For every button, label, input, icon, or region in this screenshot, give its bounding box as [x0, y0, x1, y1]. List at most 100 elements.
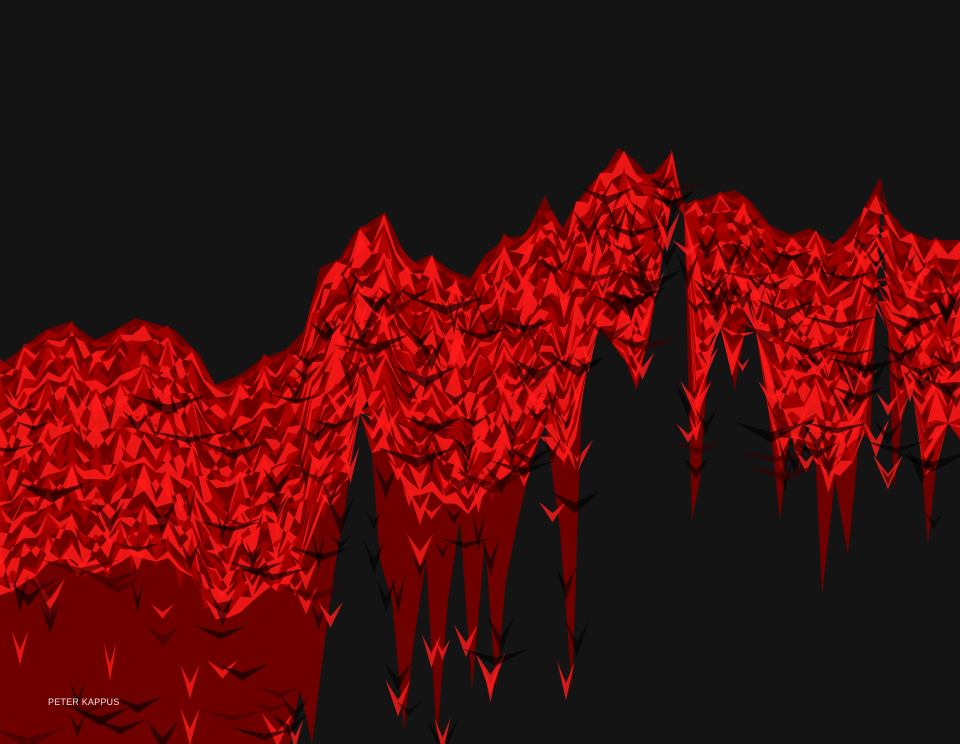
chevron-streak: [729, 265, 756, 293]
chevron-streak: [559, 414, 573, 429]
chevron-streak: [95, 501, 125, 534]
fold-shadow: [440, 469, 480, 492]
fold-shadow: [636, 183, 714, 192]
chevron-streak: [450, 434, 482, 456]
chevron-streak: [522, 379, 553, 416]
fold-shadow: [0, 443, 39, 453]
chevron-streak: [796, 295, 816, 319]
chevron-streak: [103, 398, 117, 430]
chevron-streak: [326, 497, 355, 535]
chevron-streak: [880, 467, 896, 485]
fold-shadow: [888, 311, 947, 328]
fold-shadow: [23, 578, 62, 591]
fold-shadow: [94, 719, 146, 735]
fold-shadow: [11, 584, 46, 607]
chevron-streak: [595, 267, 610, 290]
chevron-streak: [284, 379, 306, 400]
fold-shadow: [339, 334, 410, 355]
fold-shadow: [252, 702, 289, 713]
artist-credit: PETER KAPPUS: [48, 697, 120, 707]
fold-shadow: [378, 286, 408, 306]
chevron-streak: [304, 428, 333, 453]
chevron-streak: [862, 419, 890, 458]
chevron-streak: [390, 573, 406, 616]
chevron-streak: [714, 238, 743, 278]
chevron-streak: [411, 553, 429, 578]
fold-shadow: [81, 569, 141, 588]
fold-shadow: [490, 460, 556, 476]
chevron-streak: [441, 328, 467, 369]
chevron-streak: [630, 352, 655, 380]
chevron-streak: [4, 401, 36, 417]
chevron-streak: [873, 419, 903, 445]
chevron-streak: [492, 366, 510, 398]
fold-shadow: [404, 416, 465, 434]
chevron-streak: [819, 350, 838, 377]
chevron-streak: [924, 511, 944, 530]
fold-shadow: [268, 380, 292, 394]
fold-shadow: [899, 362, 945, 377]
chevron-streak: [646, 286, 664, 305]
chevron-streak: [483, 665, 498, 703]
chevron-streak: [570, 373, 584, 411]
chevron-streak: [41, 595, 59, 620]
chevron-streak: [516, 468, 532, 487]
chevron-streak: [758, 381, 787, 410]
chevron-streak: [402, 486, 416, 507]
chevron-streak: [581, 223, 596, 264]
chevron-streak: [416, 334, 447, 371]
chevron-streak: [349, 311, 375, 347]
chevron-streak: [180, 664, 200, 699]
fold-shadow: [15, 421, 53, 431]
chevron-streak: [621, 299, 641, 338]
chevron-streak: [528, 327, 547, 359]
chevron-streak: [693, 347, 719, 378]
chevron-streak: [675, 382, 701, 418]
chevron-streak: [69, 713, 86, 738]
chevron-streak: [420, 503, 443, 520]
chevron-streak: [487, 616, 515, 654]
chevron-streak: [537, 352, 568, 375]
fold-shadow: [0, 727, 65, 744]
chevron-streak: [676, 423, 700, 443]
fold-shadow: [310, 419, 354, 430]
fold-shadow: [605, 292, 649, 316]
chevron-streak: [471, 512, 486, 553]
chevron-streak: [459, 440, 473, 476]
chevron-streak: [925, 363, 943, 385]
chevron-streak: [672, 240, 704, 256]
chevron-streak: [810, 256, 824, 288]
chevron-streak: [326, 390, 355, 420]
chevron-streak: [396, 381, 422, 406]
chevron-streak: [817, 455, 840, 493]
chevron-streak: [927, 367, 941, 397]
chevron-streak: [435, 542, 450, 559]
chevron-streak: [365, 509, 383, 530]
chevron-streak: [342, 271, 359, 306]
chevron-streak: [818, 263, 839, 289]
chevron-streak: [617, 245, 645, 264]
chevron-streak: [367, 424, 381, 440]
fold-shadow: [199, 441, 268, 460]
fold-shadow: [230, 727, 298, 741]
chevron-streak: [829, 424, 854, 444]
chevron-streak: [864, 359, 888, 386]
chevron-streak: [475, 652, 506, 694]
fold-shadow: [794, 442, 839, 460]
chevron-streak: [492, 275, 510, 318]
chevron-streak: [328, 319, 353, 349]
fold-shadow: [614, 337, 653, 350]
fold-shadow: [737, 451, 813, 463]
fold-shadow: [199, 710, 267, 721]
chevron-streak: [470, 423, 487, 455]
chevron-streak: [743, 269, 772, 306]
chevron-streak: [828, 384, 855, 421]
chevron-streak: [7, 387, 33, 425]
chevron-streak: [709, 281, 725, 315]
chevron-streak: [935, 364, 957, 381]
chevron-streak: [907, 367, 936, 392]
fold-shadow: [588, 322, 633, 345]
chevron-streak: [773, 363, 797, 390]
fold-shadow: [734, 323, 801, 340]
